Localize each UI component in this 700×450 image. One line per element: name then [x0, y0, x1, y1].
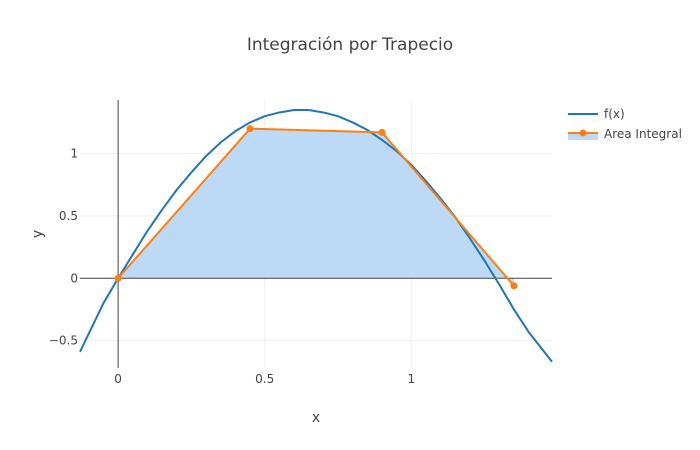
series-line-area-integral — [117, 127, 515, 287]
x-tick-label: 0 — [114, 372, 122, 386]
area-fill-layer — [118, 128, 514, 286]
y-tick-label: 0.5 — [59, 209, 78, 223]
x-axis-title: x — [312, 410, 320, 426]
y-tick-label: 1 — [70, 147, 78, 161]
data-point-area-integral — [378, 128, 386, 136]
y-tick-label: 0 — [70, 271, 78, 285]
data-point-area-integral — [510, 282, 518, 290]
y-axis-title: y — [30, 230, 46, 238]
legend-marker-area — [579, 129, 587, 137]
series-markers — [114, 125, 518, 290]
tick-labels: 0 0.5 1 −0.5 0 0.5 1 — [49, 147, 415, 386]
data-point-area-integral — [246, 125, 254, 133]
zerolines — [80, 100, 552, 368]
x-tick-label: 1 — [407, 372, 415, 386]
legend[interactable]: f(x) Area Integral — [568, 107, 682, 141]
legend-label-fx: f(x) — [604, 107, 625, 121]
series-line-f-x — [79, 108, 553, 363]
series-lines — [79, 108, 553, 363]
legend-item-fx[interactable]: f(x) — [568, 107, 625, 121]
x-tick-label: 0.5 — [255, 372, 274, 386]
area-fill-area-integral — [118, 128, 514, 286]
data-point-area-integral — [114, 274, 122, 282]
chart-title: Integración por Trapecio — [247, 35, 453, 55]
legend-label-area: Area Integral — [604, 127, 682, 141]
legend-item-area-integral[interactable]: Area Integral — [568, 127, 682, 141]
y-tick-label: −0.5 — [49, 334, 78, 348]
